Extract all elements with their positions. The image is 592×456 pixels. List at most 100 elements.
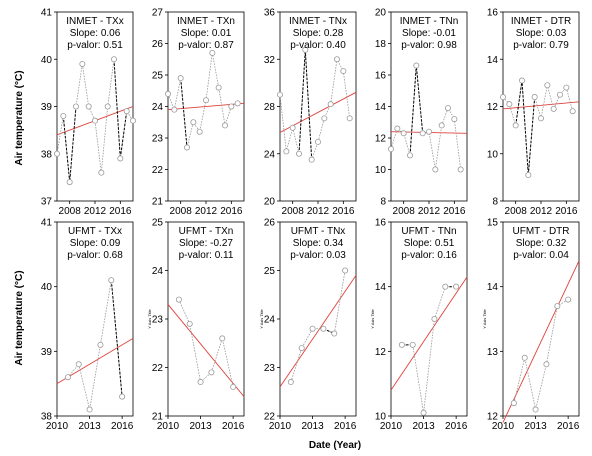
data-point <box>73 103 80 110</box>
data-point <box>346 115 353 122</box>
panel-pvalue: p-valor: 0.51 <box>67 40 123 51</box>
data-point <box>117 155 124 162</box>
y-tick-label: 10 <box>375 165 387 176</box>
y-axis-label-top: Air temperature (°C) <box>14 70 25 165</box>
data-point <box>340 68 347 75</box>
data-point <box>499 94 506 101</box>
data-point <box>569 108 576 115</box>
x-tick-label: 2008 <box>170 206 193 217</box>
series-highlight-segment <box>180 78 188 148</box>
series-highlight-segment <box>110 280 123 397</box>
data-point <box>519 77 526 84</box>
data-point <box>104 103 111 110</box>
y-tick-label: 14 <box>375 102 387 113</box>
y-tick-label: 16 <box>487 8 499 19</box>
x-tick-label: 2012 <box>84 206 107 217</box>
chart-panel-1: 37 38 39 40 41 2008 2012 2016 INMET - TXxSlope: … <box>41 8 136 217</box>
panel-pvalue: p-valor: 0.40 <box>290 40 346 51</box>
data-point <box>64 374 71 381</box>
y-tick-label: 36 <box>264 8 276 19</box>
y-tick-label: 15 <box>487 218 499 229</box>
data-point <box>92 117 99 124</box>
data-point <box>331 330 338 337</box>
panel-slope: Slope: 0.03 <box>516 28 567 39</box>
data-point <box>406 152 413 159</box>
panel-pvalue: p-valor: 0.68 <box>67 250 123 261</box>
y-tick-label: 40 <box>41 55 53 66</box>
panel-slope: Slope: -0.27 <box>179 238 233 249</box>
data-point <box>342 267 349 274</box>
data-point <box>298 345 305 352</box>
data-point <box>314 138 321 145</box>
data-point <box>175 296 182 303</box>
x-tick-label: 2008 <box>505 206 528 217</box>
x-tick-label: 2008 <box>59 206 82 217</box>
x-tick-label: 2016 <box>222 421 245 432</box>
data-point <box>557 91 564 98</box>
x-tick-label: 2016 <box>111 421 134 432</box>
data-point <box>202 97 209 104</box>
data-point <box>544 82 551 89</box>
y-tick-label: 23 <box>152 134 164 145</box>
y-tick-label: 20 <box>375 8 387 19</box>
panel-pvalue: p-valor: 0.98 <box>401 40 457 51</box>
x-tick-label: 2016 <box>109 206 132 217</box>
x-tick-label: 2010 <box>157 421 180 432</box>
data-point <box>177 75 184 82</box>
y-axis-placeholder-title: Y Axis Title <box>482 308 487 328</box>
data-point <box>308 156 315 163</box>
panel-pvalue: p-valor: 0.87 <box>178 40 234 51</box>
panel-slope: Slope: 0.01 <box>181 28 232 39</box>
x-tick-label: 2013 <box>189 421 212 432</box>
panel-slope: Slope: 0.32 <box>516 238 567 249</box>
y-tick-label: 27 <box>152 8 164 19</box>
data-point <box>66 179 73 186</box>
x-tick-label: 2012 <box>418 206 441 217</box>
x-tick-label: 2016 <box>555 206 578 217</box>
y-tick-label: 32 <box>264 55 276 66</box>
panel-pvalue: p-valor: 0.03 <box>290 250 346 261</box>
trend-line <box>502 101 580 110</box>
data-point <box>419 130 426 137</box>
data-point <box>451 116 458 123</box>
y-tick-label: 24 <box>264 149 276 160</box>
x-tick-label: 2010 <box>46 421 69 432</box>
y-tick-label: 21 <box>152 412 164 423</box>
plot-frame <box>390 221 468 417</box>
data-point <box>79 60 86 67</box>
panel-pvalue: p-valor: 0.16 <box>401 250 457 261</box>
data-point <box>208 369 215 376</box>
chart-panel-10: 12 13 14 15 2010 2013 2016 Y Axis Title UFMT - D… <box>482 218 580 433</box>
series-highlight-segment <box>515 80 536 176</box>
x-tick-label: 2013 <box>524 421 547 432</box>
data-point <box>295 150 302 157</box>
x-tick-label: 2016 <box>443 206 466 217</box>
x-tick-label: 2013 <box>412 421 435 432</box>
x-tick-label: 2012 <box>195 206 218 217</box>
data-point <box>400 130 407 137</box>
data-point <box>521 354 528 361</box>
y-tick-label: 23 <box>264 363 276 374</box>
x-tick-label: 2010 <box>269 421 292 432</box>
data-point <box>219 335 226 342</box>
y-tick-label: 13 <box>487 347 499 358</box>
data-point <box>190 119 197 126</box>
y-tick-label: 39 <box>41 102 53 113</box>
chart-panel-9: 10 12 14 16 2010 2013 2016 Y Axis Title UFMT - T… <box>370 218 468 433</box>
chart-panel-4: 8 10 12 14 16 18 20 2008 2012 2016 INMET - TNnSlop… <box>375 8 468 217</box>
data-point <box>327 101 334 108</box>
chart-panel-2: 21 22 23 24 25 26 27 2008 2012 2016 INMET - TXnSlo… <box>152 8 245 217</box>
data-point <box>453 283 460 290</box>
data-point <box>532 406 539 413</box>
data-point <box>196 128 203 135</box>
y-tick-label: 14 <box>487 282 499 293</box>
series-highlight-segment <box>409 65 424 156</box>
x-tick-label: 2013 <box>301 421 324 432</box>
series-highlight-segment <box>113 59 128 159</box>
panel-pvalue: p-valor: 0.11 <box>179 250 234 261</box>
data-point <box>543 361 550 368</box>
data-point <box>85 103 92 110</box>
trend-line <box>167 304 245 397</box>
x-tick-label: 2012 <box>530 206 553 217</box>
